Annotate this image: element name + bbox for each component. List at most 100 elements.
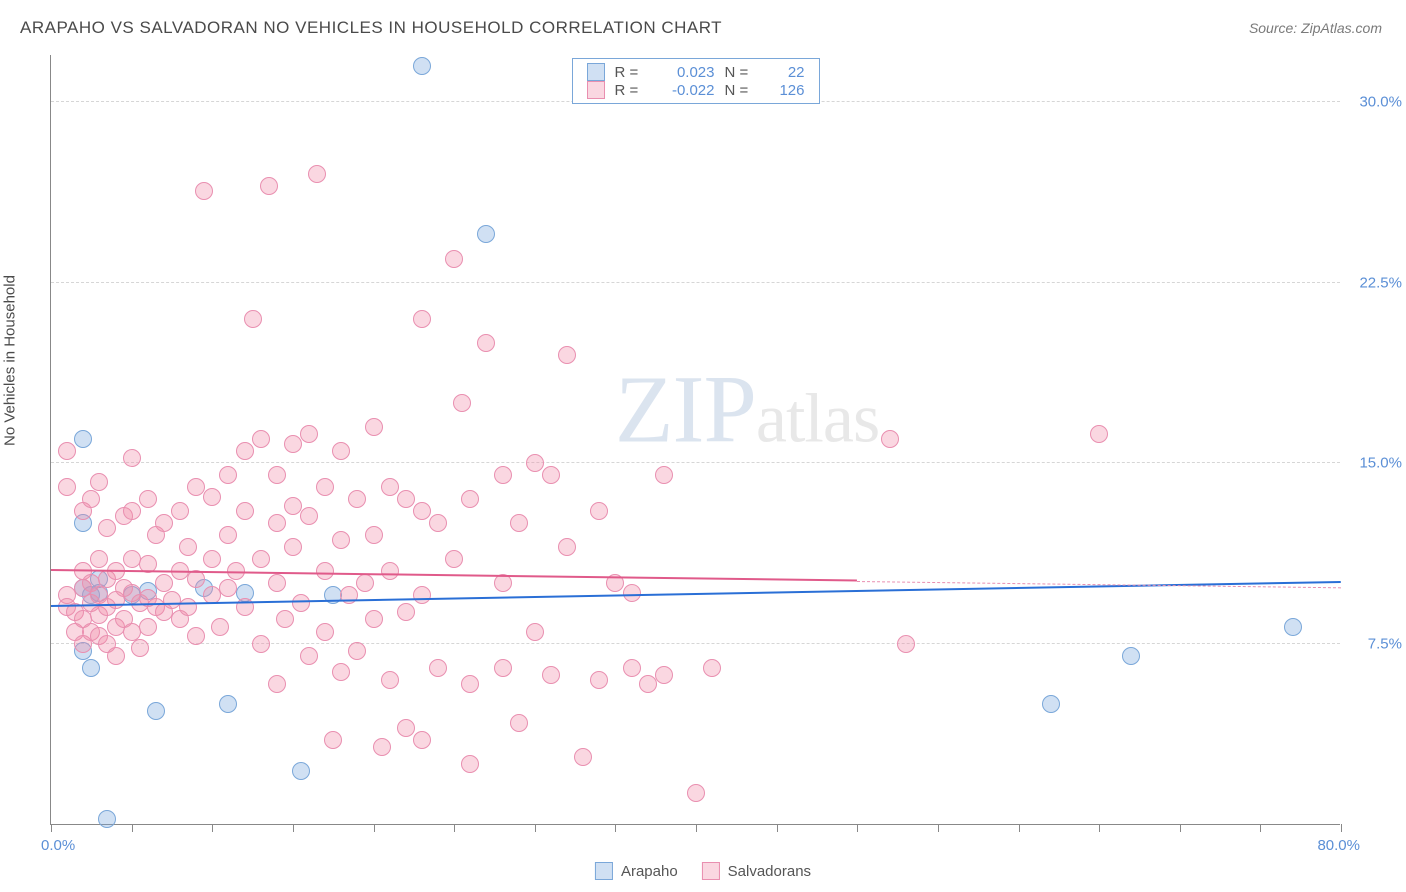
x-tick	[777, 824, 778, 832]
data-point	[542, 466, 560, 484]
legend-n-label: N =	[725, 64, 755, 81]
y-axis-label: No Vehicles in Household	[2, 275, 19, 446]
data-point	[461, 490, 479, 508]
data-point	[413, 731, 431, 749]
data-point	[292, 762, 310, 780]
legend-swatch	[587, 81, 605, 99]
data-point	[574, 748, 592, 766]
data-point	[268, 466, 286, 484]
x-tick	[374, 824, 375, 832]
watermark-atlas: atlas	[756, 380, 879, 457]
x-tick	[1099, 824, 1100, 832]
data-point	[494, 659, 512, 677]
data-point	[1090, 425, 1108, 443]
data-point	[58, 442, 76, 460]
data-point	[219, 695, 237, 713]
data-point	[381, 478, 399, 496]
data-point	[558, 346, 576, 364]
data-point	[131, 639, 149, 657]
data-point	[542, 666, 560, 684]
legend-stats: R =0.023N =22R =-0.022N =126	[572, 58, 820, 104]
x-tick	[1019, 824, 1020, 832]
data-point	[381, 671, 399, 689]
gridline	[51, 282, 1340, 283]
plot-area: ZIPatlas R =0.023N =22R =-0.022N =126 0.…	[50, 55, 1340, 825]
data-point	[244, 310, 262, 328]
data-point	[316, 623, 334, 641]
legend-item: Arapaho	[595, 862, 678, 880]
y-tick-label: 22.5%	[1359, 274, 1402, 291]
data-point	[139, 618, 157, 636]
legend-label: Arapaho	[621, 863, 678, 880]
legend-swatch	[587, 63, 605, 81]
data-point	[284, 435, 302, 453]
legend-r-value: 0.023	[655, 64, 715, 81]
data-point	[453, 394, 471, 412]
legend-stat-row: R =-0.022N =126	[587, 81, 805, 99]
legend-swatch	[595, 862, 613, 880]
data-point	[881, 430, 899, 448]
gridline	[51, 462, 1340, 463]
data-point	[203, 488, 221, 506]
x-tick	[857, 824, 858, 832]
data-point	[1284, 618, 1302, 636]
data-point	[365, 526, 383, 544]
data-point	[494, 574, 512, 592]
data-point	[203, 550, 221, 568]
legend-item: Salvadorans	[702, 862, 811, 880]
x-tick	[1341, 824, 1342, 832]
data-point	[332, 531, 350, 549]
data-point	[445, 550, 463, 568]
x-tick	[938, 824, 939, 832]
data-point	[494, 466, 512, 484]
data-point	[413, 502, 431, 520]
x-tick	[1180, 824, 1181, 832]
x-tick	[454, 824, 455, 832]
data-point	[284, 538, 302, 556]
legend-swatch	[702, 862, 720, 880]
x-tick	[132, 824, 133, 832]
data-point	[98, 519, 116, 537]
data-point	[260, 177, 278, 195]
data-point	[510, 514, 528, 532]
data-point	[268, 675, 286, 693]
data-point	[365, 418, 383, 436]
data-point	[268, 514, 286, 532]
data-point	[308, 165, 326, 183]
data-point	[429, 514, 447, 532]
data-point	[526, 454, 544, 472]
data-point	[590, 502, 608, 520]
legend-r-value: -0.022	[655, 82, 715, 99]
data-point	[365, 610, 383, 628]
data-point	[90, 550, 108, 568]
x-tick	[212, 824, 213, 832]
data-point	[897, 635, 915, 653]
data-point	[195, 182, 213, 200]
data-point	[332, 442, 350, 460]
data-point	[340, 586, 358, 604]
x-tick	[535, 824, 536, 832]
data-point	[590, 671, 608, 689]
data-point	[510, 714, 528, 732]
data-point	[413, 586, 431, 604]
gridline	[51, 643, 1340, 644]
data-point	[655, 466, 673, 484]
data-point	[292, 594, 310, 612]
watermark-zip: ZIP	[615, 355, 756, 462]
data-point	[526, 623, 544, 641]
data-point	[147, 702, 165, 720]
data-point	[356, 574, 374, 592]
data-point	[324, 731, 342, 749]
data-point	[211, 618, 229, 636]
x-axis-start-label: 0.0%	[41, 837, 75, 854]
data-point	[703, 659, 721, 677]
data-point	[219, 466, 237, 484]
data-point	[236, 442, 254, 460]
data-point	[219, 526, 237, 544]
data-point	[171, 502, 189, 520]
data-point	[316, 562, 334, 580]
data-point	[179, 538, 197, 556]
data-point	[639, 675, 657, 693]
data-point	[413, 310, 431, 328]
data-point	[107, 647, 125, 665]
